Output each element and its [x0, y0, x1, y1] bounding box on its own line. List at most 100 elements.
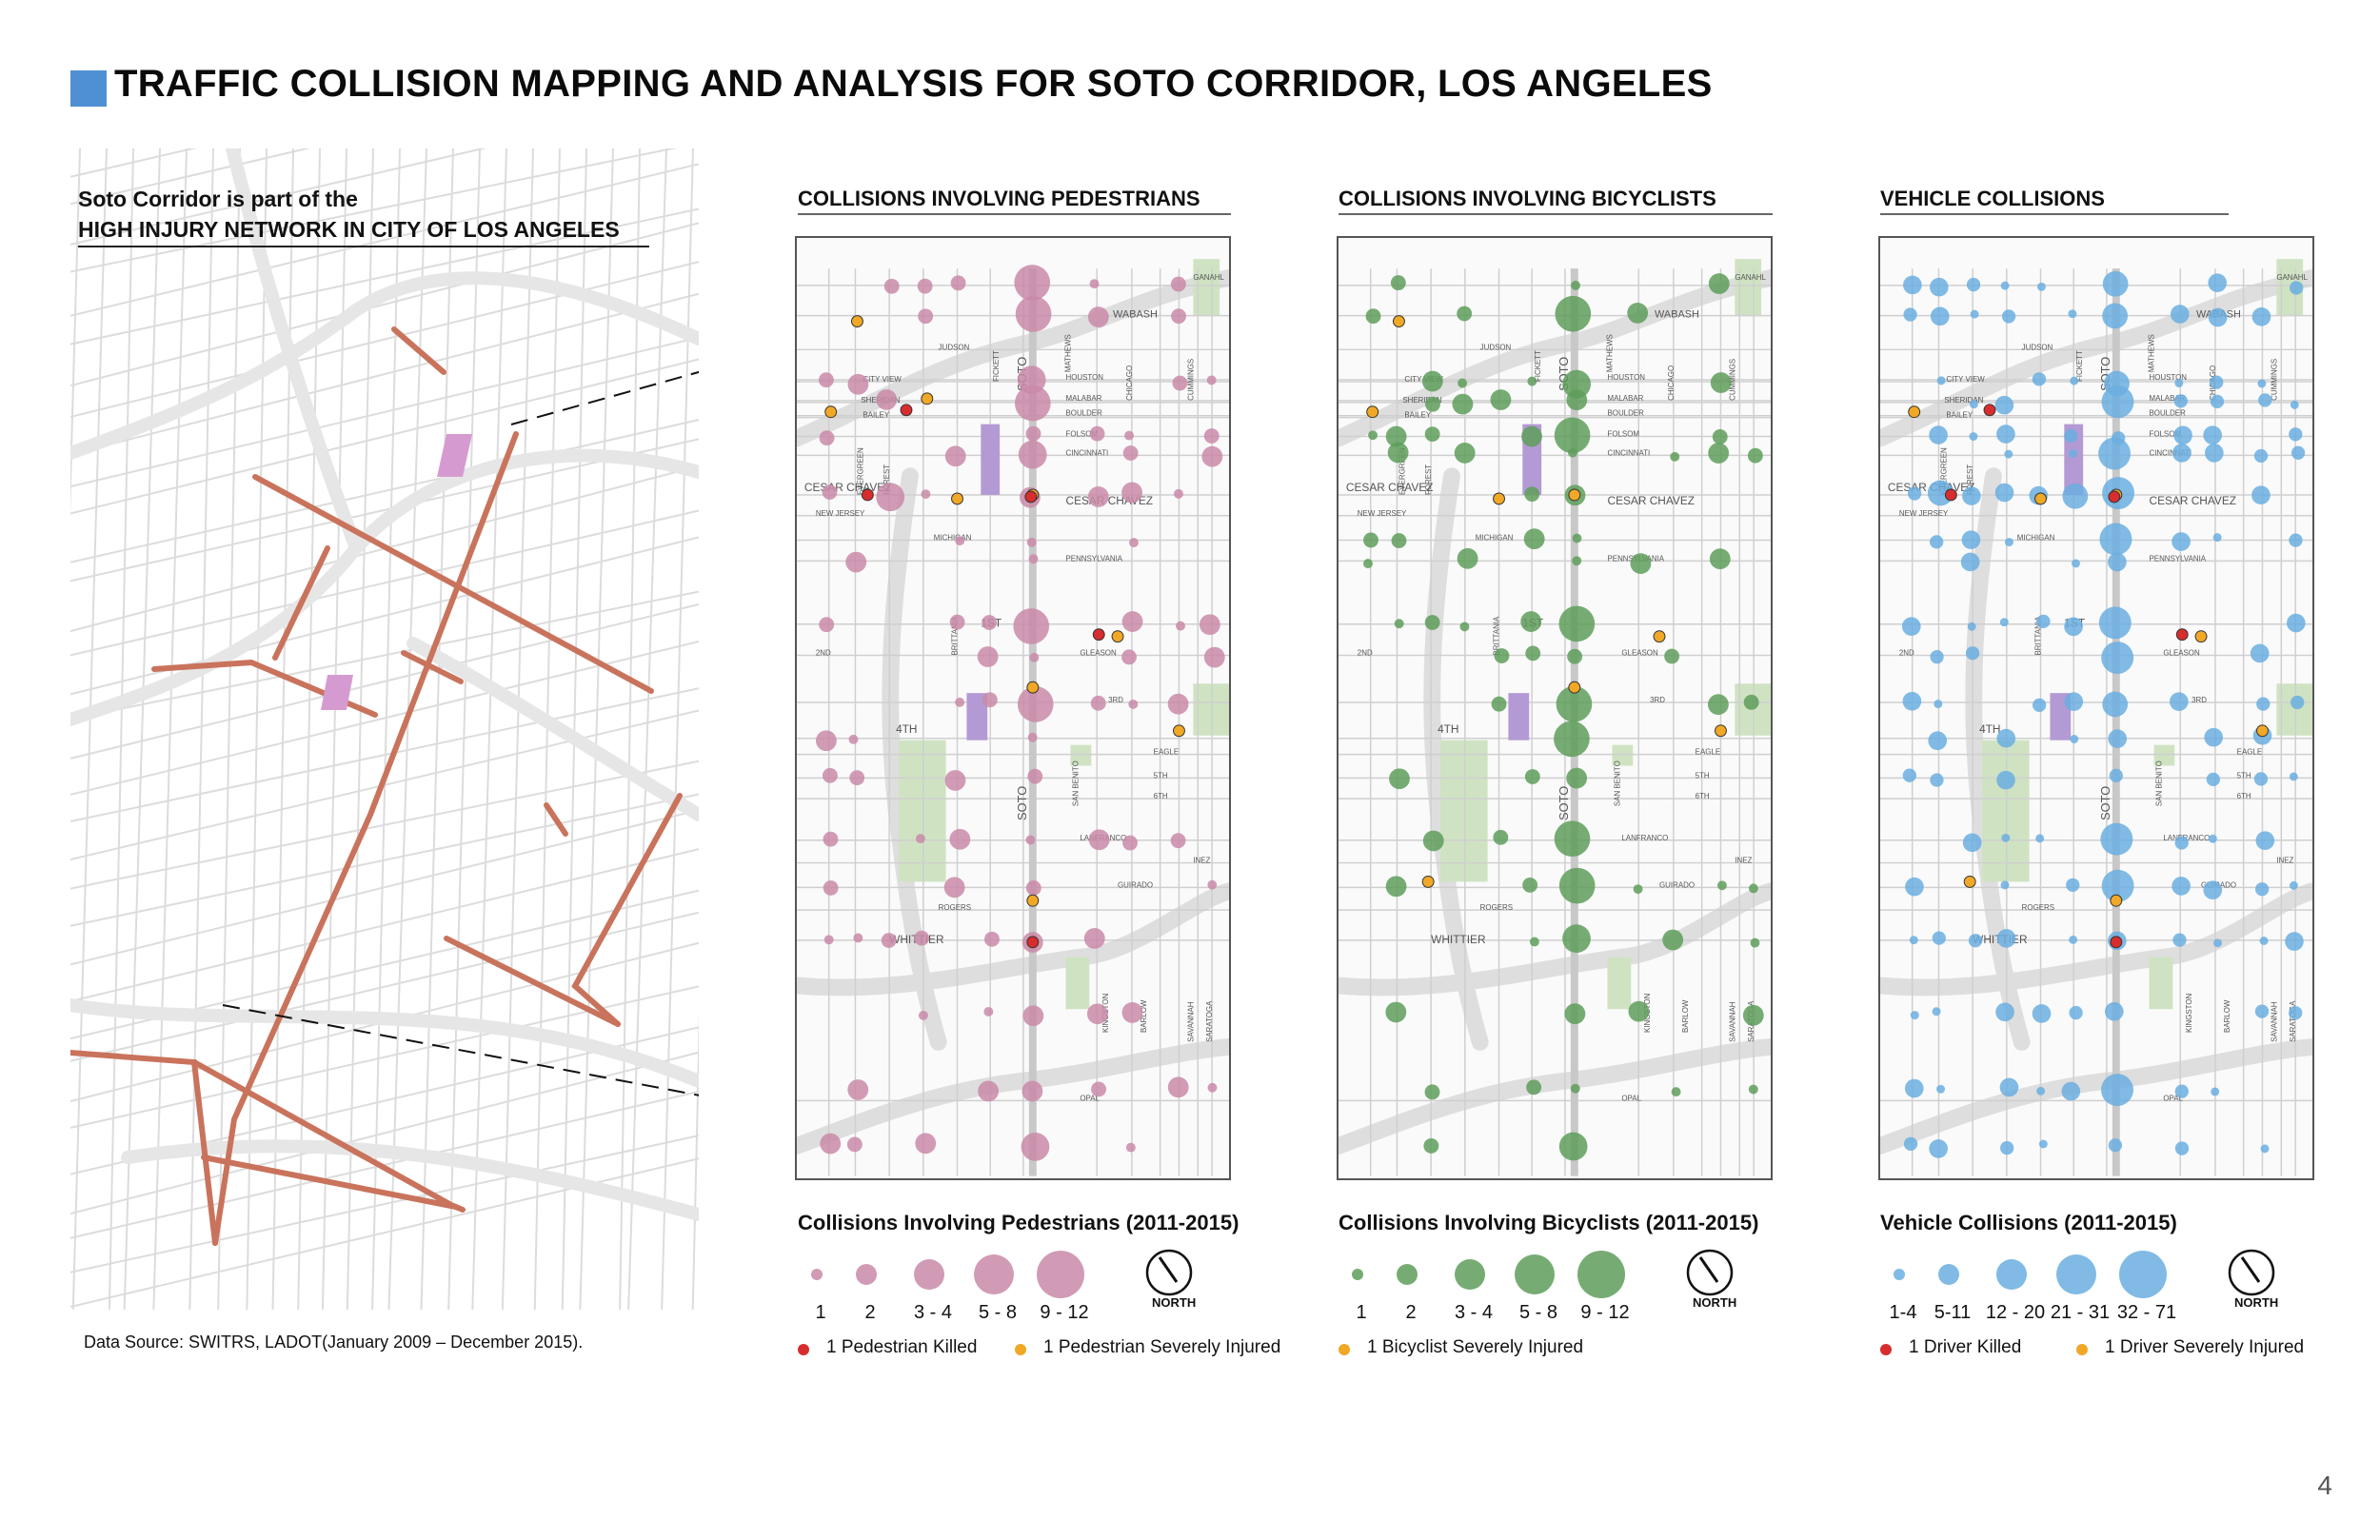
- collision-marker: [2062, 483, 2089, 509]
- severe-injury-marker: [1421, 875, 1435, 888]
- minor-street-label: LANFRANCO: [1621, 834, 1668, 842]
- fatality-marker: [1944, 488, 1957, 502]
- minor-street-label: MATHEWS: [2147, 334, 2155, 372]
- collision-marker: [848, 734, 859, 744]
- high-injury-street: [391, 326, 446, 375]
- park: [2276, 683, 2312, 736]
- bicyclists-legend-bin-label: 2: [1405, 1302, 1417, 1323]
- collision-marker: [1558, 1132, 1588, 1161]
- collision-marker: [1568, 447, 1577, 458]
- fatality-marker: [1026, 936, 1040, 949]
- freeway: [1880, 269, 2312, 447]
- collision-marker: [1018, 440, 1047, 469]
- collision-marker: [1091, 1081, 1106, 1097]
- minor-street-label: BRITTANIA: [1493, 616, 1501, 656]
- minor-street-label: 5TH: [1154, 771, 1168, 780]
- severe-injury-marker: [850, 315, 863, 328]
- minor-street-label: MALABAR: [1608, 394, 1644, 403]
- minor-street-label: GLEASON: [1080, 648, 1117, 657]
- north-arrow-needle: [2240, 1256, 2261, 1283]
- pedestrians-legend-bin-label: 3 - 4: [913, 1302, 953, 1323]
- collision-marker: [1996, 929, 2016, 948]
- collision-marker: [1524, 769, 1540, 784]
- collision-marker: [1571, 280, 1580, 290]
- collision-marker: [1558, 605, 1596, 642]
- collision-marker: [1014, 265, 1051, 301]
- freeway: [70, 271, 699, 460]
- minor-street-label: EVERGREEN: [1398, 447, 1406, 495]
- collision-marker: [1967, 622, 1976, 631]
- collision-marker: [2205, 444, 2224, 463]
- collision-marker: [1207, 879, 1218, 890]
- data-source-note: Data Source: SWITRS, LADOT(January 2009 …: [84, 1333, 584, 1352]
- severe-injury-marker: [2194, 630, 2208, 643]
- minor-street-label: FOLSOM: [1066, 430, 1098, 439]
- collision-marker: [876, 483, 905, 512]
- collision-marker: [1424, 1084, 1440, 1100]
- collision-marker: [847, 1079, 869, 1100]
- collision-marker: [2173, 394, 2188, 408]
- collision-marker: [1901, 617, 1921, 636]
- fourth-street-label: 4TH: [1438, 722, 1458, 736]
- collision-marker: [1929, 1139, 1948, 1158]
- collision-marker: [1122, 835, 1138, 851]
- freeway: [226, 148, 363, 555]
- collision-marker: [2253, 448, 2269, 464]
- collision-marker: [1904, 1078, 1924, 1098]
- minor-street-label: GANAHL: [1735, 273, 1766, 282]
- collision-marker: [2101, 1074, 2133, 1107]
- whittier-label: WHITTIER: [1431, 933, 1486, 946]
- minor-street-label: BARLOW: [2223, 999, 2231, 1033]
- park: [1065, 957, 1090, 1010]
- collision-marker: [1176, 621, 1185, 631]
- collision-marker: [1747, 447, 1763, 464]
- severe-injury-marker: [1653, 630, 1666, 643]
- collision-marker: [1014, 385, 1051, 422]
- freeway: [1880, 1037, 2312, 1155]
- collision-marker: [1566, 767, 1588, 789]
- collision-marker: [2172, 532, 2191, 551]
- collision-marker: [978, 1080, 1000, 1102]
- collision-marker: [2290, 400, 2299, 409]
- collision-marker: [853, 933, 863, 943]
- minor-street-label: MICHIGAN: [934, 534, 972, 543]
- north-arrow-needle: [1698, 1256, 1719, 1283]
- minor-street-label: BOULDER: [2150, 409, 2187, 418]
- collision-marker: [1170, 276, 1186, 292]
- severe-injury-marker: [1366, 405, 1379, 419]
- soto-label: SOTO: [1557, 786, 1571, 820]
- collision-marker: [1994, 483, 2014, 503]
- collision-marker: [1902, 768, 1916, 782]
- street-line: [691, 1010, 699, 1310]
- collision-marker: [1124, 430, 1135, 441]
- minor-street-label: ROGERS: [1480, 903, 1513, 912]
- minor-street-label: SAN BENITO: [1613, 760, 1621, 806]
- callout-line: [222, 1004, 699, 1096]
- street-line: [70, 148, 81, 517]
- collision-marker: [2102, 270, 2129, 297]
- street-line: [70, 148, 311, 206]
- park-group: [899, 259, 1229, 1010]
- collision-marker: [2035, 834, 2045, 843]
- street-line: [188, 148, 214, 1310]
- collision-marker: [1025, 880, 1041, 896]
- severe-injury-marker: [1568, 488, 1581, 502]
- minor-street-label: FOLSOM: [2150, 430, 2181, 439]
- collision-marker: [1903, 275, 1922, 295]
- street-group: [1880, 268, 2312, 1176]
- bicyclist-legend-title: Collisions Involving Bicyclists (2011-20…: [1339, 1211, 1759, 1234]
- freeway: [1423, 467, 1489, 1051]
- legend-size-symbol: [1938, 1264, 1959, 1285]
- minor-street-label: GLEASON: [1621, 648, 1658, 657]
- collision-marker: [1905, 877, 1924, 897]
- collision-marker: [982, 615, 998, 630]
- collision-marker: [2253, 772, 2269, 786]
- collision-marker: [1566, 389, 1588, 411]
- minor-street-label: 2ND: [1899, 648, 1914, 657]
- collision-marker: [1385, 876, 1407, 898]
- legend-size-symbol: [2056, 1254, 2096, 1294]
- collision-marker: [1026, 537, 1037, 547]
- school-marker: [966, 693, 988, 740]
- collision-marker: [1089, 425, 1105, 442]
